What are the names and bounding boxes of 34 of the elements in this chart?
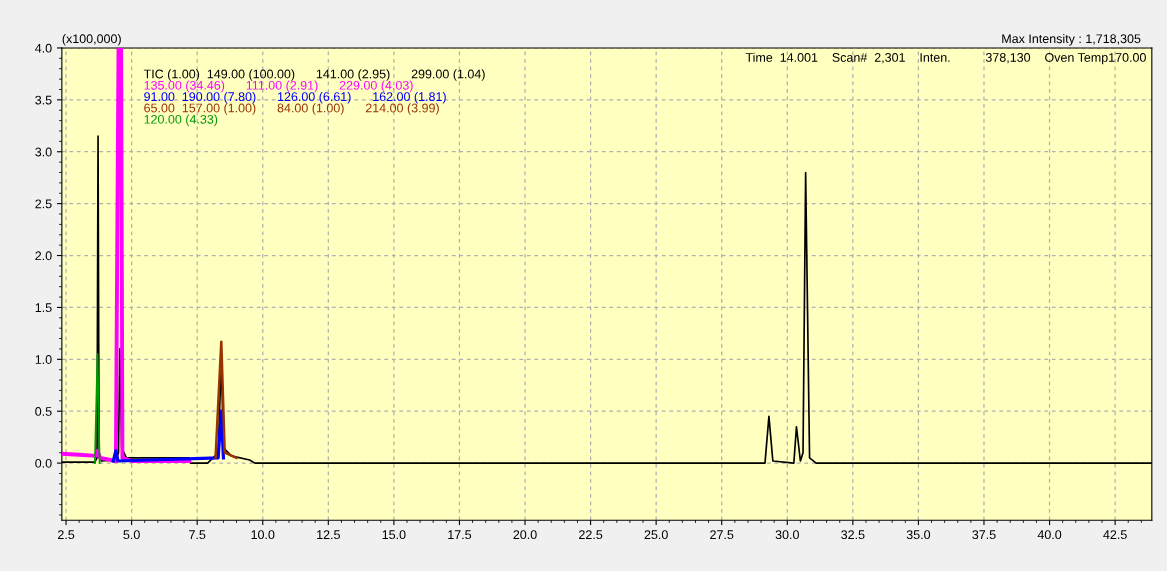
y-tick-label: 1.5 [35,303,52,313]
y-tick-label: 2.5 [35,199,52,209]
y-axis-title: (x100,000) [62,33,121,46]
x-tick-label: 37.5 [972,530,996,540]
x-tick-label: 25.0 [644,530,668,540]
x-tick-label: 12.5 [317,530,340,540]
x-tick-label: 22.5 [579,530,603,540]
x-tick-label: 27.5 [710,530,734,540]
text: 120.00 (4.33) [144,114,218,127]
x-tick-label: 35.0 [906,530,931,540]
y-tick-label: 0.0 [35,458,52,468]
x-tick-label: 15.0 [382,530,406,540]
y-tick-label: 2.0 [35,251,52,261]
y-tick-label: 1.0 [35,355,52,364]
y-tick-label: 0.5 [35,407,52,416]
y-tick-label: 3.0 [35,147,52,157]
x-tick-label: 5.0 [123,530,140,540]
x-tick-label: 10.0 [251,530,275,540]
y-tick-label: 3.5 [35,95,52,105]
text: 65.00 157.00 (1.00) 84.00 (1.00) 214.00 (3.99) [144,103,439,115]
text: TIC (1.00) 149.00 (100.00) 141.00 (2.95) 299.00 (1.04) [143,69,485,81]
line-series [111,409,226,463]
x-tick-label: 7.5 [189,530,206,540]
x-tick-label: 32.5 [841,530,865,540]
x-tick-label: 30.0 [775,530,799,540]
x-tick-label: 20.0 [513,530,537,540]
text: Max Intensity : 1,718,305 [1002,33,1141,46]
series-label: 135.00 (34.46) 111.00 (2.91) 229.00 (4.03) [144,80,413,93]
x-tick-label: 42.5 [1103,530,1127,540]
x-tick-label: 17.5 [448,530,472,540]
annotation: Time 14.001 Scan# 2,301 Inten. 378,130 Oven Temp170.00 [745,52,1146,65]
y-tick-label: 4.0 [35,43,52,53]
x-tick-label: 40.0 [1037,530,1062,540]
x-tick-label: 2.5 [57,530,75,540]
